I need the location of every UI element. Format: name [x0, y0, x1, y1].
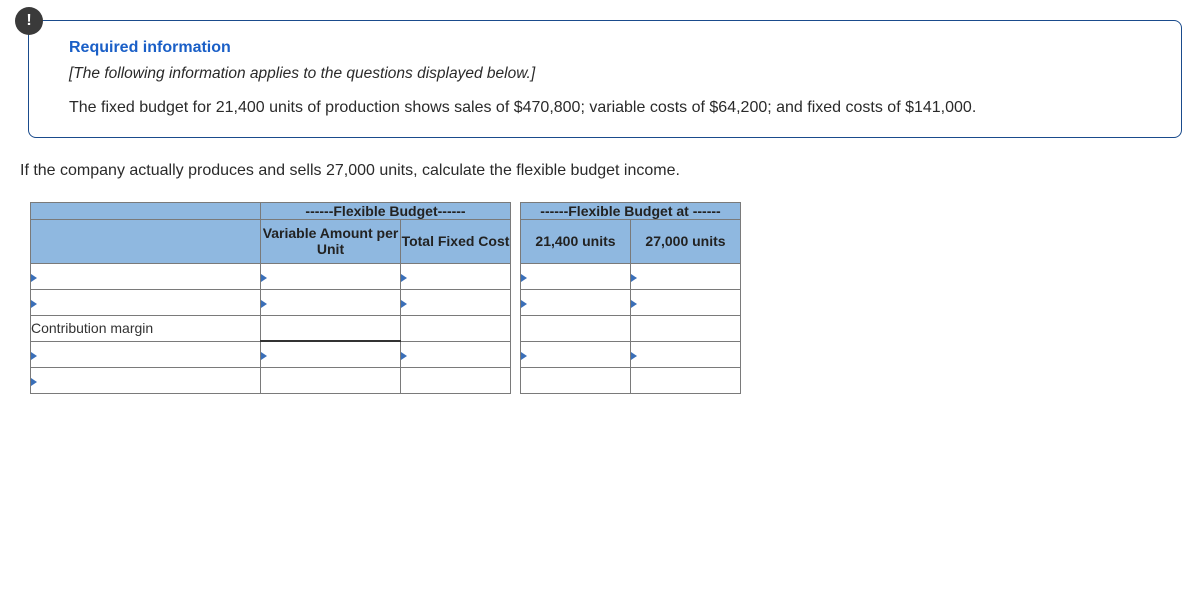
row1-u1-input[interactable]: [521, 263, 631, 289]
row4-variable-input[interactable]: [261, 341, 401, 367]
scenario-text: The fixed budget for 21,400 units of pro…: [69, 97, 1155, 119]
gap-col: [511, 289, 521, 315]
dropdown-icon: [521, 352, 527, 360]
dropdown-icon: [261, 300, 267, 308]
row1-fixed-input[interactable]: [401, 263, 511, 289]
dropdown-icon: [631, 352, 637, 360]
flexible-budget-table: ------Flexible Budget------ ------Flexib…: [30, 202, 741, 394]
header-variable-amount: Variable Amount per Unit: [261, 219, 401, 263]
row2-label-select[interactable]: [31, 289, 261, 315]
exclamation-glyph: !: [26, 12, 31, 30]
row2-u2-input[interactable]: [631, 289, 741, 315]
row4-fixed-input[interactable]: [401, 341, 511, 367]
row2-variable-input[interactable]: [261, 289, 401, 315]
header-blank-left: [31, 219, 261, 263]
row4-label-select[interactable]: [31, 341, 261, 367]
dropdown-icon: [261, 352, 267, 360]
row-contribution-u2: [631, 315, 741, 341]
gap-col: [511, 315, 521, 341]
dropdown-icon: [31, 352, 37, 360]
required-information-box: ! Required information [The following in…: [28, 20, 1182, 138]
dropdown-icon: [401, 300, 407, 308]
question-text: If the company actually produces and sel…: [20, 162, 1182, 180]
dropdown-icon: [31, 300, 37, 308]
header-total-fixed: Total Fixed Cost: [401, 219, 511, 263]
header-blank-topleft: [31, 202, 261, 219]
header-units-1: 21,400 units: [521, 219, 631, 263]
row-contribution-fixed: [401, 315, 511, 341]
gap-col: [511, 367, 521, 393]
dropdown-icon: [521, 274, 527, 282]
dropdown-icon: [261, 274, 267, 282]
gap-col: [511, 341, 521, 367]
row2-u1-input[interactable]: [521, 289, 631, 315]
row5-label-select[interactable]: [31, 367, 261, 393]
gap-col: [511, 219, 521, 263]
row5-u2: [631, 367, 741, 393]
dropdown-icon: [401, 352, 407, 360]
header-group-flexible-budget: ------Flexible Budget------: [261, 202, 511, 219]
row2-fixed-input[interactable]: [401, 289, 511, 315]
row4-u2-input[interactable]: [631, 341, 741, 367]
exclamation-icon: !: [15, 7, 43, 35]
row-contribution-u1: [521, 315, 631, 341]
gap-col: [511, 263, 521, 289]
row5-u1: [521, 367, 631, 393]
dropdown-icon: [631, 300, 637, 308]
row-contribution-label: Contribution margin: [31, 315, 261, 341]
header-units-2: 27,000 units: [631, 219, 741, 263]
row1-u2-input[interactable]: [631, 263, 741, 289]
row4-u1-input[interactable]: [521, 341, 631, 367]
dropdown-icon: [521, 300, 527, 308]
dropdown-icon: [31, 378, 37, 386]
row5-variable: [261, 367, 401, 393]
row1-variable-input[interactable]: [261, 263, 401, 289]
dropdown-icon: [31, 274, 37, 282]
required-heading: Required information: [69, 39, 1155, 57]
header-group-flexible-budget-at: ------Flexible Budget at ------: [521, 202, 741, 219]
applies-note: [The following information applies to th…: [69, 65, 1155, 83]
dropdown-icon: [401, 274, 407, 282]
row5-fixed: [401, 367, 511, 393]
row-contribution-variable: [261, 315, 401, 341]
dropdown-icon: [631, 274, 637, 282]
gap-col: [511, 202, 521, 219]
row1-label-select[interactable]: [31, 263, 261, 289]
